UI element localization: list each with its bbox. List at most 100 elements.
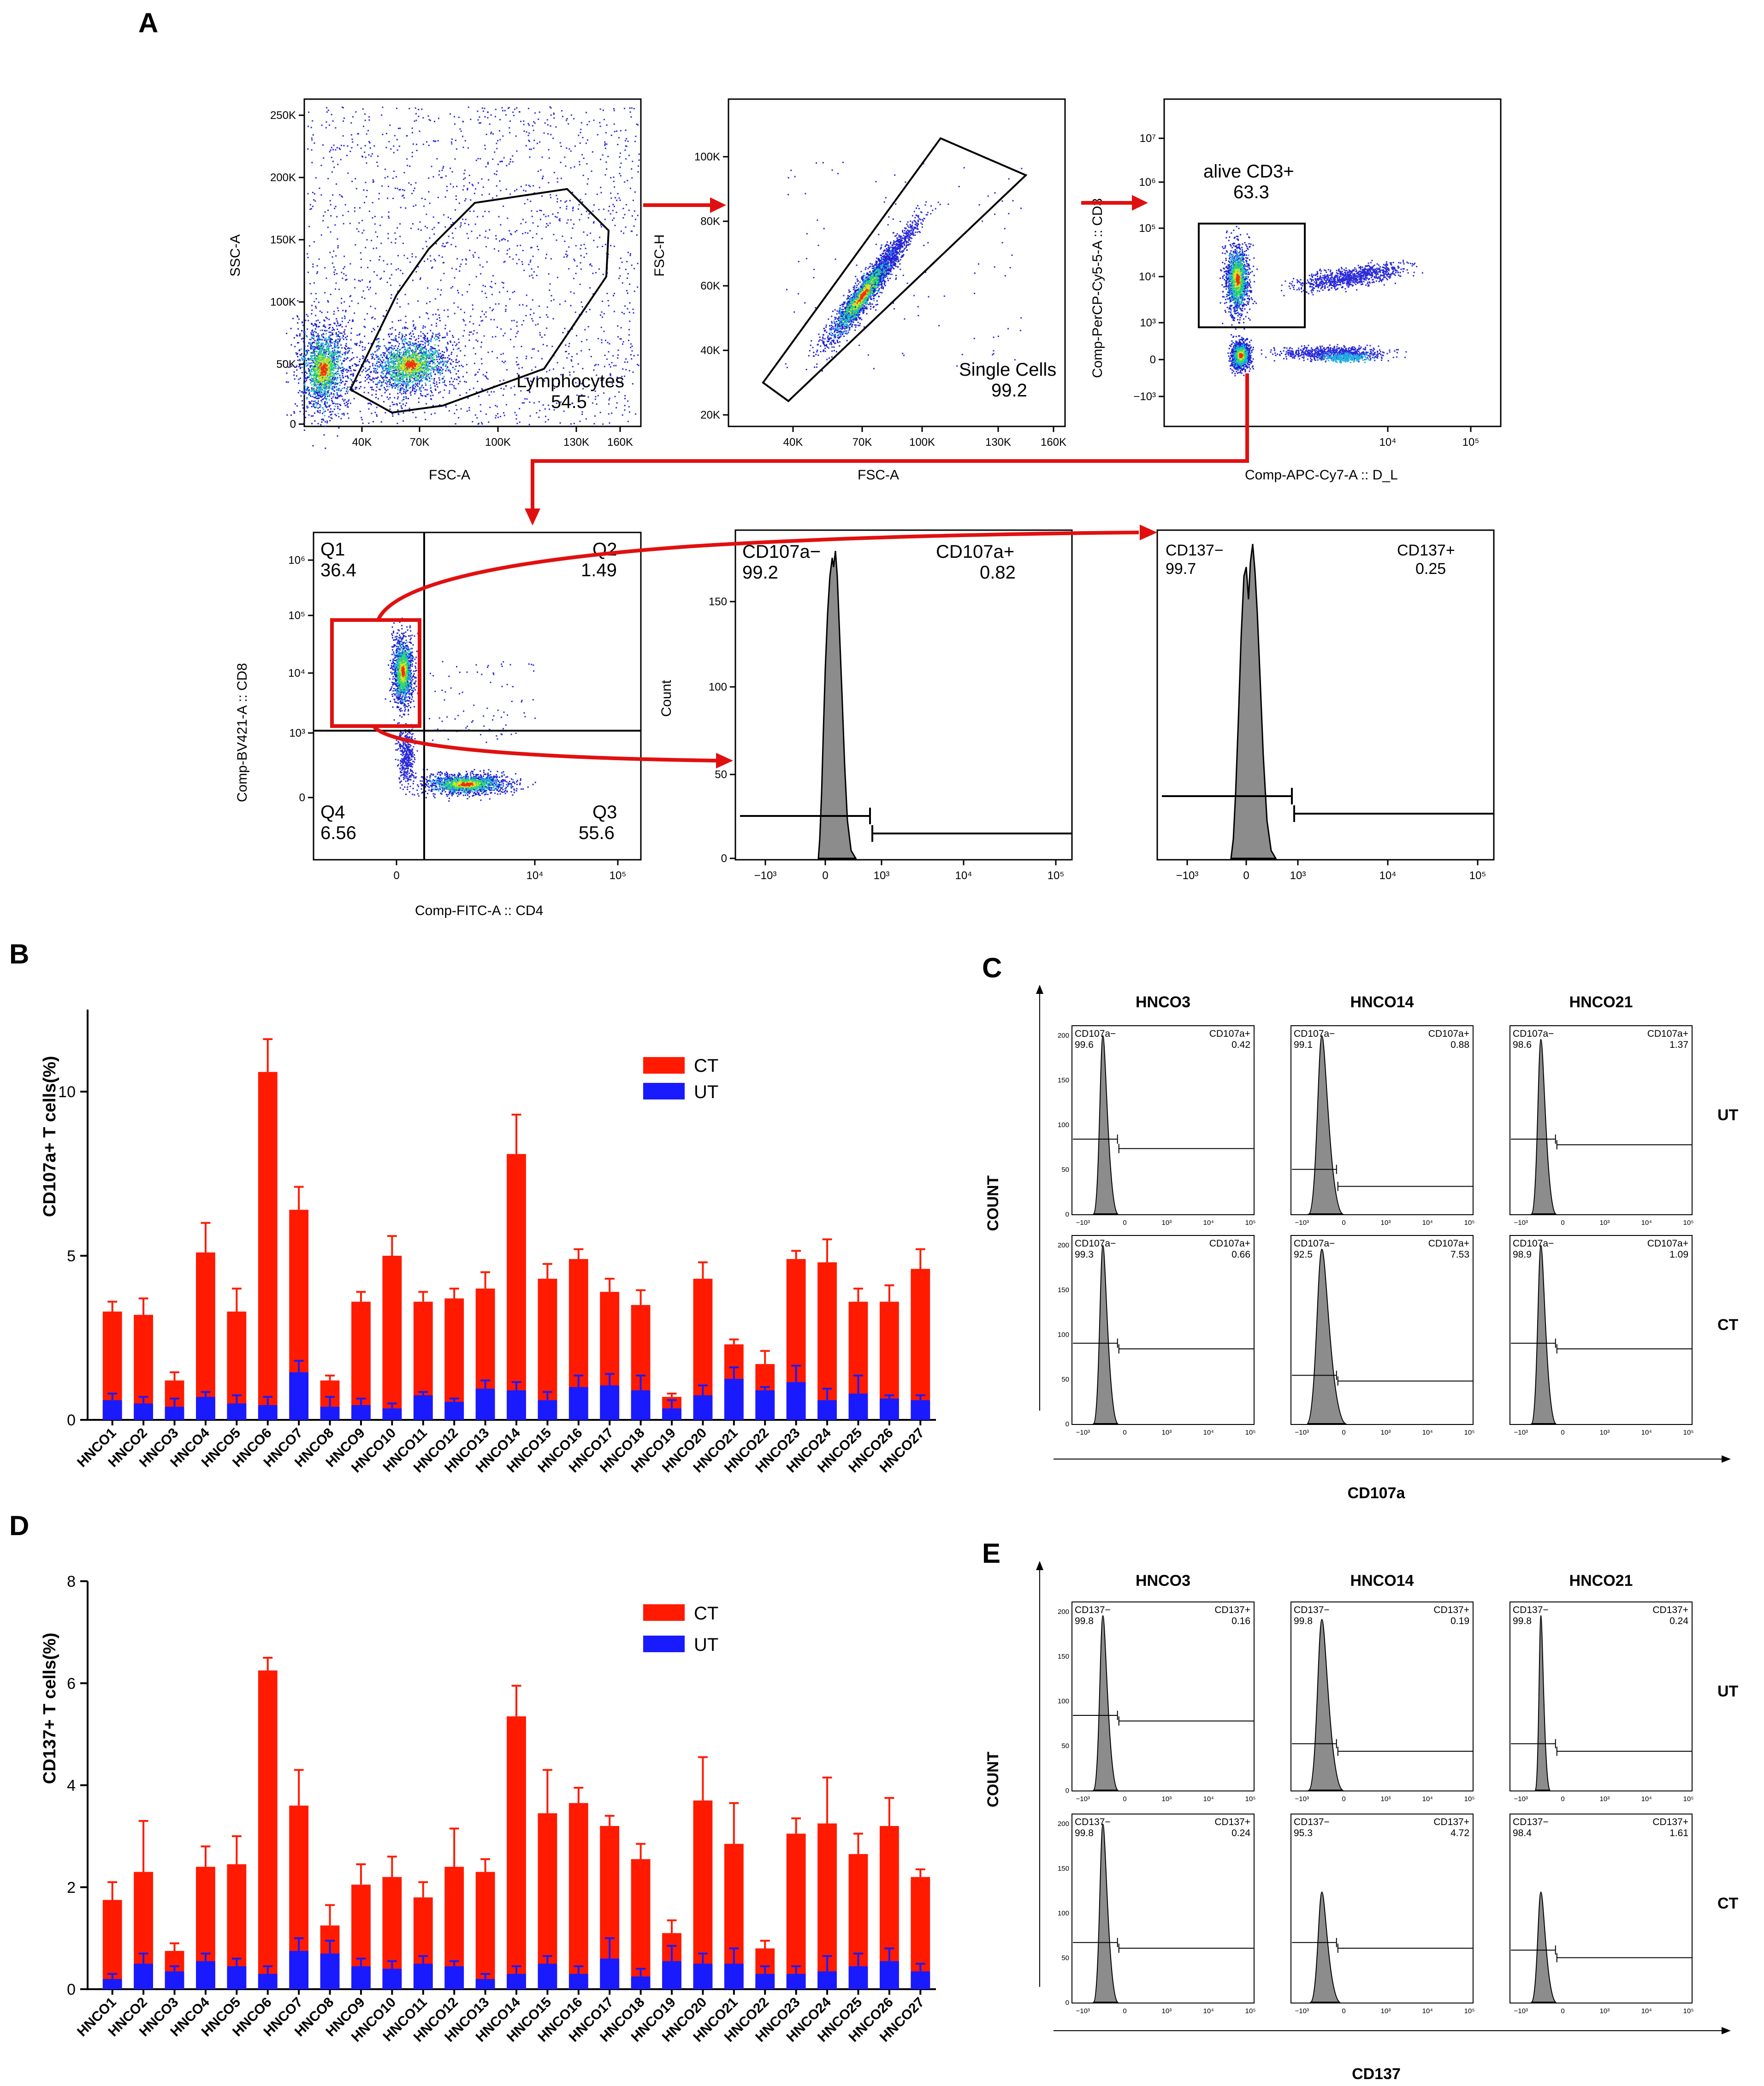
event-dot	[347, 352, 349, 354]
event-dot	[573, 223, 575, 225]
event-dot	[314, 364, 316, 366]
event-dot	[343, 336, 344, 337]
event-dot	[385, 390, 387, 391]
event-dot	[313, 375, 315, 377]
event-dot	[328, 377, 329, 379]
event-dot	[550, 194, 551, 195]
event-dot	[343, 368, 345, 370]
event-dot	[320, 346, 322, 348]
event-dot	[331, 327, 333, 329]
event-dot	[372, 353, 373, 355]
event-dot	[359, 411, 361, 413]
event-dot	[410, 391, 412, 393]
event-dot	[286, 372, 288, 374]
event-dot	[330, 334, 331, 336]
event-dot	[515, 336, 517, 337]
event-dot	[347, 369, 349, 371]
event-dot	[341, 396, 343, 397]
event-dot	[546, 345, 548, 347]
event-dot	[324, 377, 326, 378]
event-dot	[398, 189, 400, 191]
event-dot	[460, 350, 462, 352]
event-dot	[305, 355, 307, 356]
event-dot	[436, 319, 438, 320]
event-dot	[313, 199, 315, 201]
event-dot	[307, 193, 309, 195]
event-dot	[486, 261, 488, 263]
event-dot	[628, 406, 630, 408]
event-dot	[421, 108, 423, 110]
event-dot	[409, 165, 411, 167]
event-dot	[538, 401, 540, 402]
event-dot	[334, 345, 336, 347]
event-dot	[329, 383, 331, 384]
event-dot	[521, 402, 523, 404]
event-dot	[401, 383, 403, 385]
event-dot	[319, 404, 321, 406]
event-dot	[317, 369, 319, 371]
event-dot	[321, 368, 323, 370]
event-dot	[622, 368, 624, 370]
event-dot	[324, 320, 326, 322]
event-dot	[297, 328, 299, 330]
event-dot	[369, 280, 371, 282]
event-dot	[318, 388, 320, 390]
event-dot	[422, 341, 424, 343]
event-dot	[327, 357, 329, 359]
event-dot	[595, 396, 597, 397]
event-dot	[369, 402, 371, 404]
event-dot	[331, 353, 332, 355]
event-dot	[287, 381, 289, 383]
event-dot	[451, 359, 453, 361]
event-dot	[384, 345, 386, 347]
event-dot	[373, 367, 375, 369]
event-dot	[343, 358, 345, 359]
event-dot	[580, 255, 582, 257]
event-dot	[624, 398, 626, 399]
event-dot	[331, 362, 333, 364]
event-dot	[376, 362, 378, 364]
event-dot	[314, 373, 315, 375]
event-dot	[341, 337, 343, 339]
event-dot	[344, 393, 346, 395]
event-dot	[433, 380, 435, 382]
event-dot	[315, 362, 317, 364]
event-dot	[384, 168, 386, 170]
event-dot	[314, 377, 315, 378]
event-dot	[331, 387, 333, 389]
event-dot	[565, 165, 567, 167]
event-dot	[443, 337, 444, 338]
event-dot	[380, 242, 382, 244]
event-dot	[432, 314, 434, 316]
event-dot	[471, 230, 473, 232]
event-dot	[472, 308, 474, 310]
event-dot	[420, 340, 422, 342]
event-dot	[330, 370, 331, 372]
event-dot	[371, 413, 373, 414]
event-dot	[613, 176, 615, 178]
event-dot	[632, 383, 633, 385]
event-dot	[327, 343, 329, 344]
event-dot	[316, 339, 318, 341]
event-dot	[436, 381, 438, 383]
event-dot	[424, 395, 426, 397]
event-dot	[371, 331, 373, 332]
event-dot	[296, 405, 298, 407]
event-dot	[317, 370, 319, 372]
event-dot	[354, 278, 355, 280]
event-dot	[387, 237, 389, 239]
event-dot	[303, 413, 305, 415]
event-dot	[601, 226, 603, 228]
event-dot	[451, 143, 453, 145]
event-dot	[414, 336, 415, 338]
event-dot	[617, 382, 619, 384]
event-dot	[510, 328, 512, 330]
event-dot	[457, 306, 459, 308]
event-dot	[447, 216, 449, 218]
event-dot	[331, 262, 333, 264]
event-dot	[369, 378, 371, 380]
event-dot	[560, 374, 562, 376]
event-dot	[470, 331, 472, 333]
event-dot	[441, 256, 443, 258]
event-dot	[344, 204, 346, 206]
